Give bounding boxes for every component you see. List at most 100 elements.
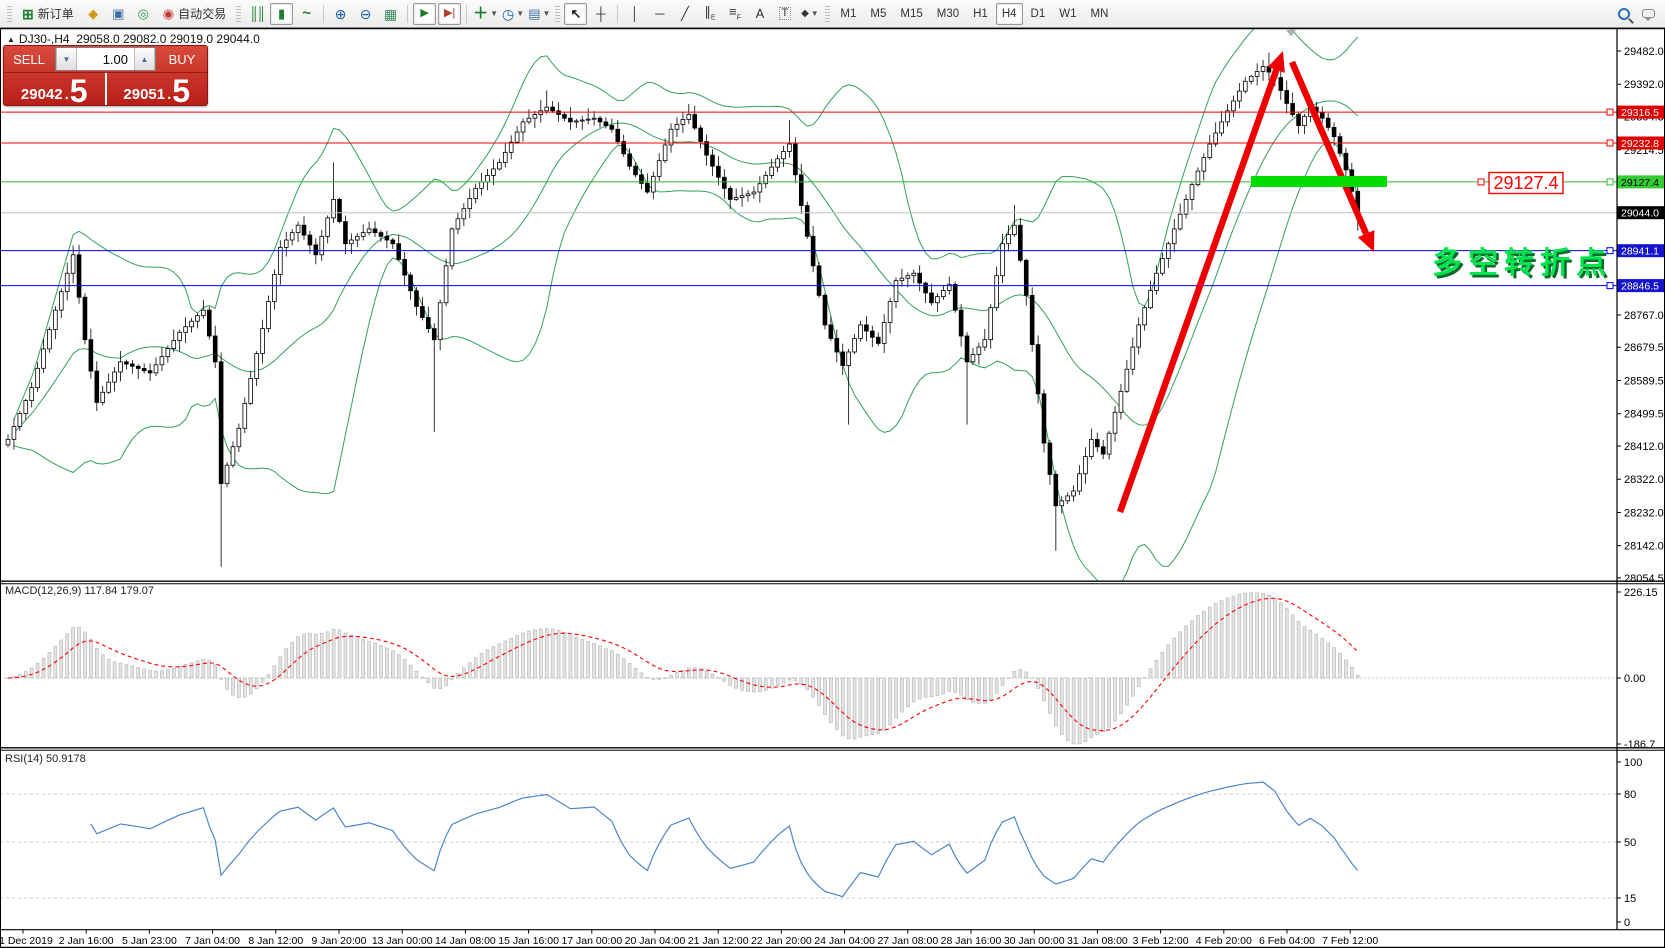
auto-scroll-button[interactable]: ▶ — [413, 2, 437, 25]
price-tick-label: 28412.0 — [1624, 441, 1664, 453]
text-label-tool[interactable]: T — [773, 3, 796, 25]
zoom-out-button[interactable]: ⊖ — [354, 3, 377, 25]
candlestick-chart-button[interactable]: ▮ — [270, 2, 294, 25]
timeframe-m5[interactable]: M5 — [870, 7, 887, 20]
price-tick-label: 28589.5 — [1624, 375, 1664, 387]
shift-marker — [1286, 30, 1296, 37]
price-tick-label: 28232.0 — [1624, 507, 1664, 519]
bar-chart-button[interactable]: ║║ — [245, 3, 268, 25]
caret-icon: ▼ — [490, 9, 499, 18]
crosshair-tool[interactable]: ┼ — [589, 3, 612, 25]
volume-decrease-button[interactable]: ▼ — [56, 48, 77, 70]
chart-canvas[interactable]: 29127.4多空转折点多空转折点226.150.00-186.71008050… — [0, 28, 1665, 948]
sell-price-int: 29042 — [20, 86, 63, 103]
price-badge — [1617, 206, 1665, 220]
time-tick-label: 24 Jan 04:00 — [814, 935, 875, 947]
timeframe-w1[interactable]: W1 — [1059, 7, 1077, 20]
sell-button[interactable]: SELL — [13, 51, 45, 67]
market-watch-button[interactable]: ◆ — [82, 3, 105, 25]
timeframe-h4[interactable]: H4 — [995, 2, 1023, 25]
terminal-button[interactable]: ▣ — [107, 3, 130, 25]
trendline-icon: ╱ — [680, 6, 689, 21]
search-button[interactable] — [1612, 3, 1635, 25]
timeframe-group: M1 M5 M15 M30 H1 H4 D1 W1 MN — [833, 2, 1115, 25]
volume-increase-button[interactable]: ▲ — [134, 48, 155, 70]
sell-price-dec: 5 — [69, 72, 88, 106]
candles — [5, 52, 1361, 567]
candlestick-chart-icon: ▮ — [278, 6, 286, 21]
chart-shift-button[interactable]: ▶| — [438, 2, 462, 25]
time-tick-label: 15 Jan 16:00 — [498, 935, 559, 947]
timeframe-m30[interactable]: M30 — [936, 7, 960, 20]
toolbar-grip[interactable] — [7, 5, 12, 22]
timeframe-m1[interactable]: M1 — [840, 7, 857, 20]
time-tick-label: 30 Jan 00:00 — [1004, 935, 1065, 947]
strategy-tester-button[interactable]: ◎ — [132, 3, 155, 25]
zoom-in-icon: ⊕ — [334, 5, 347, 22]
price-badge — [1617, 279, 1665, 293]
buy-price-int: 29051 — [123, 86, 166, 103]
horizontal-line-tool[interactable]: ─ — [648, 3, 671, 25]
trend-arrow-head — [1357, 230, 1375, 252]
time-tick-label: 17 Jan 00:00 — [561, 935, 622, 947]
rsi-axis-label: 100 — [1624, 757, 1642, 769]
timeframe-d1[interactable]: D1 — [1030, 7, 1046, 20]
toolbar-grip[interactable] — [825, 5, 831, 22]
sell-price[interactable]: 29042. 5 — [4, 72, 105, 106]
strategy-tester-icon: ◎ — [137, 6, 149, 21]
toolbar-grip[interactable] — [555, 5, 561, 22]
rsi-axis-label: 15 — [1624, 893, 1636, 905]
text-icon: A — [755, 6, 765, 21]
vertical-line-tool[interactable]: │ — [623, 3, 646, 25]
price-badge-text: 29127.4 — [1621, 177, 1659, 189]
volume-field: ▼ 1.00 ▲ — [55, 47, 156, 71]
volume-value[interactable]: 1.00 — [102, 51, 128, 67]
tile-windows-button[interactable]: ▦ — [379, 3, 402, 25]
ohlc-values: 29058.0 29082.0 29019.0 29044.0 — [76, 32, 260, 46]
timeframe-mn[interactable]: MN — [1090, 7, 1109, 20]
collapse-triangle-icon[interactable]: ▲ — [7, 35, 15, 44]
line-chart-icon: ~ — [302, 5, 311, 22]
cursor-tool[interactable]: ↖ — [564, 2, 588, 25]
periods-button[interactable]: ◷ ▼ — [501, 3, 525, 25]
fibonacci-tool[interactable]: ≡F — [723, 3, 746, 25]
text-tool[interactable]: A — [748, 3, 771, 25]
price-tick-label: 28679.5 — [1624, 342, 1664, 354]
macd-axis-label: 0.00 — [1624, 673, 1645, 685]
timeframe-m15[interactable]: M15 — [900, 7, 923, 20]
templates-icon: ▤ — [528, 6, 541, 21]
auto-trading-button[interactable]: ◉ 自动交易 — [157, 3, 232, 25]
price-label-box — [1488, 171, 1564, 195]
rsi-axis-label: 0 — [1624, 917, 1630, 929]
toolbar-grip[interactable] — [236, 5, 242, 22]
templates-button[interactable]: ▤ ▼ — [527, 3, 551, 25]
price-badge — [1617, 105, 1665, 119]
macd-signal-line — [7, 597, 1359, 732]
buy-button[interactable]: BUY — [168, 51, 196, 67]
time-tick-label: 4 Feb 20:00 — [1196, 935, 1252, 947]
chat-button[interactable] — [1637, 3, 1660, 25]
trendline-tool[interactable]: ╱ — [673, 3, 696, 25]
line-chart-button[interactable]: ~ — [295, 3, 318, 25]
rsi-label: RSI(14) 50.9178 — [5, 753, 86, 765]
indicators-button[interactable]: ＋ ▼ — [472, 3, 499, 25]
macd-label: MACD(12,26,9) 117.84 179.07 — [5, 585, 154, 597]
timeframe-h1[interactable]: H1 — [973, 7, 988, 20]
price-tick-label: 28767.0 — [1624, 310, 1664, 322]
buy-price-dec: 5 — [172, 72, 191, 106]
tile-windows-icon: ▦ — [383, 5, 398, 22]
new-order-button[interactable]: ⊞ 新订单 — [16, 3, 80, 25]
shapes-tool[interactable]: ◆ ▼ — [798, 3, 821, 25]
time-tick-label: 21 Jan 12:00 — [688, 935, 749, 947]
trend-arrow — [1289, 60, 1370, 235]
line-anchor — [1606, 282, 1614, 290]
time-tick-label: 2 Jan 16:00 — [59, 935, 114, 947]
channel-tool[interactable]: ∥E — [698, 3, 721, 25]
time-tick-label: 8 Jan 12:00 — [248, 935, 303, 947]
zoom-in-button[interactable]: ⊕ — [329, 3, 352, 25]
shapes-icon: ◆ — [801, 7, 809, 19]
price-badge-text: 29232.8 — [1621, 138, 1659, 150]
sell-price-point: . — [64, 86, 69, 103]
buy-price[interactable]: 29051. 5 — [107, 72, 208, 106]
price-tick-label: 28054.5 — [1624, 573, 1664, 585]
